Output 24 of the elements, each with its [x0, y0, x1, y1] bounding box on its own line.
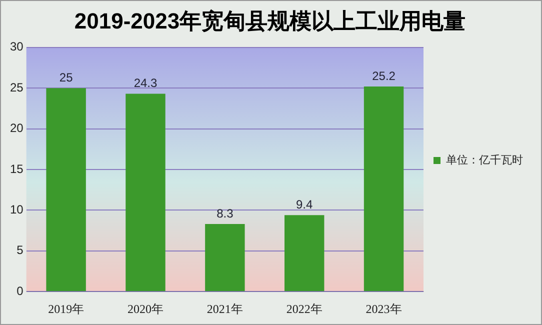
x-tick-label: 2023年	[366, 302, 402, 316]
y-tick-label: 5	[16, 243, 24, 258]
data-label: 25.2	[372, 68, 396, 83]
data-label: 9.4	[296, 197, 314, 212]
y-tick-label: 15	[10, 162, 24, 176]
x-tick-label: 2019年	[48, 302, 84, 316]
bar	[126, 94, 166, 292]
x-tick-label: 2021年	[206, 302, 243, 316]
y-tick-label: 0	[16, 284, 24, 298]
data-label: 24.3	[134, 76, 158, 90]
bar	[284, 215, 324, 292]
bar	[205, 224, 245, 292]
data-label: 8.3	[216, 206, 234, 220]
legend-label: 单位：亿千瓦时	[446, 153, 523, 166]
x-tick-label: 2020年	[127, 302, 164, 316]
bar	[364, 86, 404, 292]
chart-title: 2019-2023年宽甸县规模以上工业用电量	[74, 8, 466, 34]
data-label: 25	[59, 70, 74, 84]
bar	[46, 88, 86, 292]
x-tick-label: 2022年	[286, 302, 322, 316]
y-tick-label: 10	[10, 202, 24, 217]
y-tick-label: 25	[10, 80, 24, 94]
y-tick-label: 20	[10, 121, 24, 136]
y-tick-label: 30	[10, 40, 24, 54]
